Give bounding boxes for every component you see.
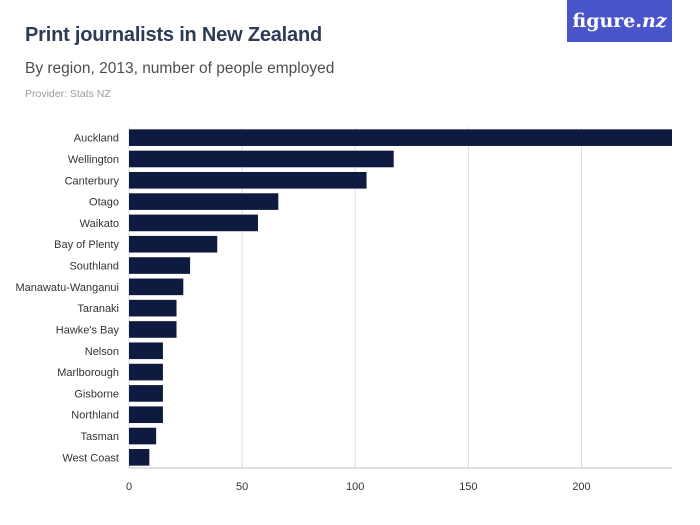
bar-southland [129, 257, 191, 274]
bar-hawke-s-bay [129, 321, 177, 338]
category-label: Otago [89, 197, 119, 209]
category-label: Nelson [85, 346, 119, 358]
bar-waikato [129, 214, 258, 232]
chart-subtitle: By region, 2013, number of people employ… [25, 60, 335, 77]
category-label: West Coast [62, 452, 119, 464]
bar-gisborne [129, 385, 163, 402]
category-label: Taranaki [77, 303, 119, 315]
x-tick-label: 150 [459, 481, 477, 493]
category-label: Auckland [74, 133, 119, 145]
bar-canterbury [129, 171, 367, 189]
x-tick-label: 0 [126, 481, 132, 493]
x-tick-label: 50 [236, 481, 248, 493]
category-label: Waikato [80, 218, 119, 230]
category-label: Marlborough [57, 367, 119, 379]
category-label: Tasman [80, 431, 119, 443]
category-label: Manawatu-Wanganui [15, 282, 119, 294]
category-label: Canterbury [65, 175, 120, 187]
bar-wellington [129, 150, 394, 168]
bar-otago [129, 193, 279, 210]
x-tick-label: 200 [572, 481, 590, 493]
bar-marlborough [129, 363, 163, 381]
logo-text: figure [572, 10, 636, 32]
x-tick-label: 100 [346, 481, 364, 493]
x-axis-ticks: 0 50 100 150 200 [126, 481, 591, 493]
bar-tasman [129, 427, 157, 445]
category-label: Hawke's Bay [56, 324, 120, 336]
bar-manawatu-wanganui [129, 278, 184, 296]
bar-bay-of-plenty [129, 235, 218, 253]
logo-suffix: .nz [635, 10, 667, 32]
chart-title: Print journalists in New Zealand [25, 24, 322, 46]
bars [129, 129, 672, 466]
bar-northland [129, 406, 163, 424]
category-label: Wellington [68, 154, 119, 166]
figure-nz-logo[interactable]: figure .nz [567, 0, 672, 42]
data-provider: Provider: Stats NZ [25, 88, 111, 100]
category-labels: Auckland Wellington Canterbury Otago Waikato… [15, 133, 119, 465]
bar-auckland [129, 129, 672, 146]
category-label: Northland [71, 410, 119, 422]
category-label: Bay of Plenty [54, 239, 119, 251]
bar-west-coast [129, 449, 150, 466]
bar-taranaki [129, 299, 177, 317]
bar-nelson [129, 342, 163, 360]
category-label: Southland [69, 261, 119, 273]
category-label: Gisborne [74, 388, 119, 400]
